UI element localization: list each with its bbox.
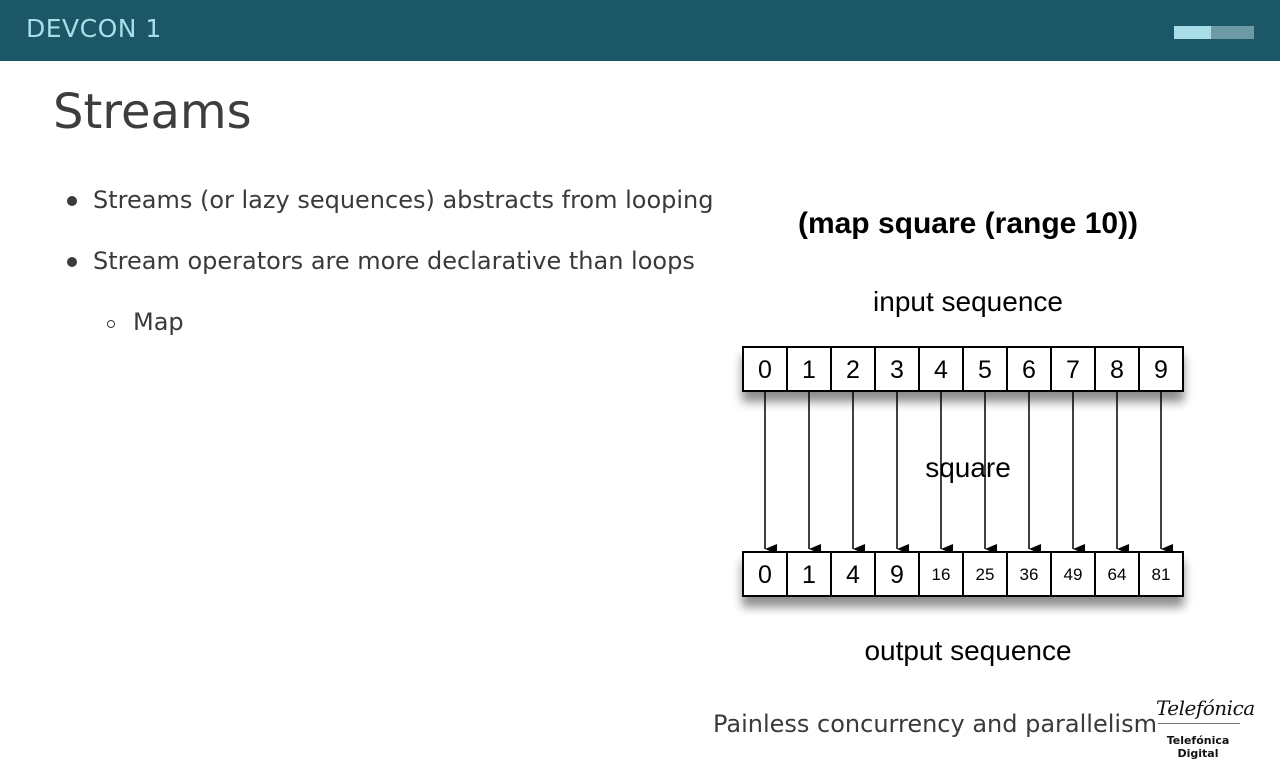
slide-progress-bar bbox=[1174, 26, 1254, 39]
map-diagram: (map square (range 10)) input sequence s… bbox=[710, 190, 1210, 674]
output-value: 64 bbox=[1108, 565, 1127, 584]
output-value: 1 bbox=[802, 561, 816, 589]
output-cell bbox=[1138, 551, 1184, 597]
output-cell bbox=[1094, 551, 1140, 597]
input-value: 8 bbox=[1110, 356, 1124, 384]
input-cell bbox=[830, 346, 876, 392]
sub-bullet-circle bbox=[107, 320, 115, 328]
sub-bullet-text: Map bbox=[133, 308, 184, 336]
output-value: 4 bbox=[846, 561, 860, 589]
output-value: 0 bbox=[758, 561, 772, 589]
input-value: 0 bbox=[758, 356, 772, 384]
bullet-text: Streams (or lazy sequences) abstracts fr… bbox=[93, 186, 714, 214]
input-cell bbox=[874, 346, 920, 392]
logo-divider bbox=[1158, 723, 1240, 724]
input-value: 9 bbox=[1154, 356, 1168, 384]
output-cell bbox=[962, 551, 1008, 597]
output-value: 81 bbox=[1152, 565, 1171, 584]
output-value: 25 bbox=[976, 565, 995, 584]
input-value: 1 bbox=[802, 356, 816, 384]
slide-progress-fill bbox=[1174, 26, 1211, 39]
input-value: 3 bbox=[890, 356, 904, 384]
footer-caption: Painless concurrency and parallelism bbox=[713, 710, 1157, 738]
output-cell bbox=[742, 551, 788, 597]
output-value: 36 bbox=[1020, 565, 1039, 584]
brand-title: DEVCON 1 bbox=[26, 14, 162, 43]
output-value: 49 bbox=[1064, 565, 1083, 584]
bullet-dot bbox=[67, 196, 77, 206]
input-value: 6 bbox=[1022, 356, 1036, 384]
input-cell bbox=[1094, 346, 1140, 392]
output-value: 9 bbox=[890, 561, 904, 589]
output-cell bbox=[786, 551, 832, 597]
function-label: square bbox=[925, 452, 1011, 483]
input-value: 5 bbox=[978, 356, 992, 384]
slide-title: Streams bbox=[53, 84, 252, 140]
output-cell bbox=[874, 551, 920, 597]
output-cell bbox=[918, 551, 964, 597]
logo-wordmark: Telefónica bbox=[1156, 696, 1255, 720]
input-cell bbox=[1138, 346, 1184, 392]
output-sequence-label: output sequence bbox=[864, 635, 1071, 666]
output-value: 16 bbox=[932, 565, 951, 584]
input-cell bbox=[1050, 346, 1096, 392]
telefonica-logo: Telefónica Telefónica Digital bbox=[1148, 696, 1255, 760]
input-sequence-label: input sequence bbox=[873, 286, 1063, 317]
input-value: 7 bbox=[1066, 356, 1080, 384]
logo-subtitle: Telefónica Digital bbox=[1166, 734, 1230, 760]
input-value: 4 bbox=[934, 356, 948, 384]
header-bar: DEVCON 1 bbox=[0, 0, 1280, 61]
output-cell bbox=[830, 551, 876, 597]
input-cell bbox=[962, 346, 1008, 392]
expression-label: (map square (range 10)) bbox=[798, 207, 1138, 240]
input-value: 2 bbox=[846, 356, 860, 384]
bullet-text: Stream operators are more declarative th… bbox=[93, 247, 695, 275]
input-cell bbox=[918, 346, 964, 392]
map-diagram-svg: (map square (range 10)) input sequence s… bbox=[742, 207, 1184, 666]
bullet-dot bbox=[67, 257, 77, 267]
output-cell bbox=[1006, 551, 1052, 597]
